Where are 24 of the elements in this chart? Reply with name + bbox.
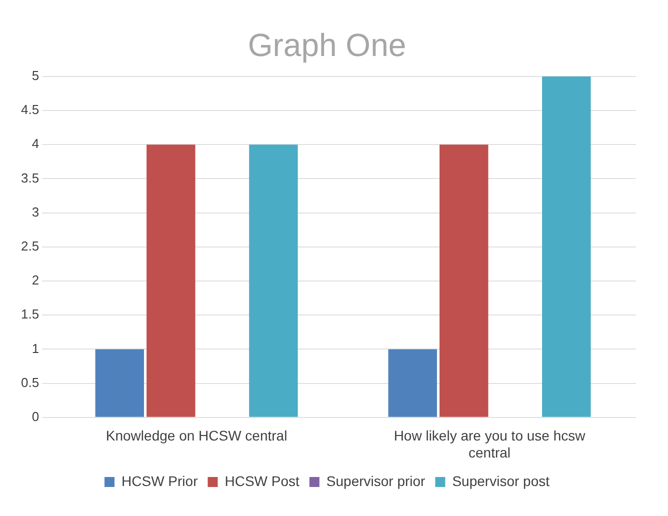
bar	[95, 349, 144, 417]
y-tick-label: 1.5	[20, 306, 40, 322]
x-tick-label: Knowledge on HCSW central	[106, 428, 288, 444]
y-tick-label: 1	[32, 340, 40, 356]
x-tick-label: How likely are you to use hcsw central	[394, 428, 586, 460]
y-tick-label: 4	[32, 136, 40, 152]
legend-label: Supervisor post	[452, 472, 550, 489]
y-tick-label: 3.5	[20, 170, 40, 186]
y-tick-label: 3	[32, 204, 40, 220]
bar	[440, 144, 488, 417]
bar	[542, 76, 591, 417]
bar	[146, 144, 196, 417]
chart-title: Graph One	[248, 27, 406, 64]
y-tick-label: 0	[32, 408, 40, 424]
y-tick-label: 2	[32, 272, 40, 288]
legend-label: Supervisor prior	[326, 472, 426, 489]
y-tick-label: 2.5	[20, 238, 40, 254]
y-tick-label: 0.5	[20, 374, 40, 390]
legend-label: HCSW Post	[224, 472, 300, 489]
y-tick-label: 4.5	[20, 102, 40, 118]
y-tick-label: 5	[32, 68, 40, 83]
bar	[388, 349, 437, 417]
legend-label: HCSW Prior	[122, 472, 198, 489]
bar	[249, 144, 298, 417]
